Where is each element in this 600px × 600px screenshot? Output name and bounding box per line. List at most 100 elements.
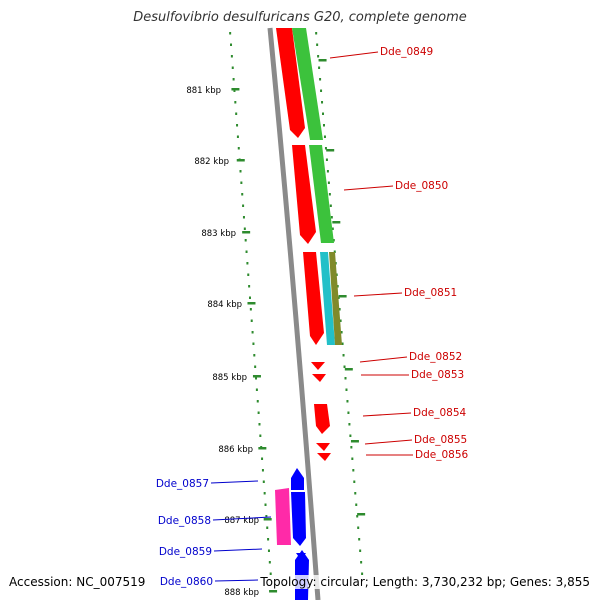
minor-tick-inner	[230, 43, 233, 46]
gene-dde-0857-glyph	[291, 468, 304, 490]
genome-backbone	[267, 27, 321, 600]
scale-label: 882 kbp	[194, 157, 229, 167]
major-tick-inner	[242, 231, 251, 234]
minor-tick-inner	[248, 285, 251, 288]
gene-dde-0859-glyph	[291, 492, 306, 546]
gene-label: Dde_0853	[411, 369, 464, 381]
minor-tick-outer	[316, 43, 319, 46]
minor-tick-outer	[339, 319, 342, 322]
minor-tick-outer	[344, 377, 347, 380]
minor-tick-outer	[322, 124, 325, 127]
minor-tick-inner	[269, 572, 272, 575]
minor-tick-outer	[322, 112, 325, 115]
gene-label: Dde_0856	[415, 449, 469, 461]
minor-tick-inner	[255, 377, 258, 380]
minor-tick-outer	[357, 526, 360, 529]
scale-label: 884 kbp	[207, 300, 242, 310]
gene-label: Dde_0859	[159, 546, 212, 558]
minor-tick-outer	[338, 308, 341, 311]
gene-label-leader	[214, 579, 259, 582]
gene-dde-0856-glyph	[317, 453, 331, 461]
minor-tick-inner	[235, 112, 238, 115]
gene-label: Dde_0851	[404, 287, 457, 299]
minor-tick-inner	[265, 515, 268, 518]
gene-dde-0852-glyph	[311, 362, 325, 370]
scale-label: 881 kbp	[186, 86, 221, 96]
minor-tick-inner	[258, 423, 261, 426]
gene-label-leader	[210, 480, 259, 484]
minor-tick-inner	[243, 227, 246, 230]
scale-label: 886 kbp	[218, 445, 253, 455]
minor-tick-inner	[250, 319, 253, 322]
minor-tick-outer	[356, 515, 359, 518]
major-tick-outer	[357, 513, 366, 516]
minor-tick-inner	[247, 273, 250, 276]
major-tick-outer	[318, 59, 327, 62]
gene-green-track-glyph	[292, 28, 323, 140]
gene-label-leader	[329, 51, 379, 59]
scale-label-layer: 881 kbp 882 kbp 883 kbp 884 kbp 885 kbp 886 k…	[186, 86, 259, 598]
scale-label: 887 kbp	[224, 516, 259, 526]
minor-tick-inner	[268, 561, 271, 564]
gene-dde-0858-glyph	[275, 488, 291, 545]
genome-summary-text: Topology: circular; Length: 3,730,232 bp…	[260, 575, 590, 589]
minor-tick-inner	[236, 135, 239, 138]
gene-green-track-glyph	[309, 145, 334, 243]
minor-tick-inner	[230, 55, 233, 58]
minor-tick-inner	[261, 457, 264, 460]
gene-label-leader	[343, 185, 394, 191]
minor-tick-inner	[234, 101, 237, 104]
major-tick-outer	[338, 295, 347, 298]
gene-label-leader	[359, 356, 408, 363]
major-tick-inner	[231, 88, 240, 91]
minor-tick-inner	[263, 492, 266, 495]
gene-label: Dde_0860	[160, 576, 213, 588]
minor-tick-inner	[244, 239, 247, 242]
tick-layer	[229, 32, 366, 593]
map-title: Desulfovibrio desulfuricans G20, complet…	[133, 10, 467, 25]
major-tick-inner	[252, 375, 261, 378]
minor-tick-inner	[251, 331, 254, 334]
minor-tick-outer	[346, 400, 349, 403]
minor-tick-outer	[321, 101, 324, 104]
gene-dde-0860-head-glyph	[296, 553, 306, 560]
minor-tick-outer	[326, 170, 329, 173]
minor-tick-inner	[252, 342, 255, 345]
scale-label: 888 kbp	[224, 588, 259, 598]
minor-tick-outer	[354, 492, 357, 495]
minor-tick-inner	[264, 503, 267, 506]
minor-tick-inner	[261, 469, 264, 472]
minor-tick-outer	[330, 216, 333, 219]
gene-label-leader	[364, 439, 413, 445]
major-tick-outer	[326, 149, 335, 152]
gene-olive-track-glyph	[329, 252, 342, 345]
major-tick-inner	[236, 159, 245, 162]
gene-dde-0849-glyph	[276, 28, 305, 138]
minor-tick-outer	[317, 55, 320, 58]
feature-layer	[275, 28, 342, 600]
minor-tick-inner	[240, 181, 243, 184]
minor-tick-outer	[319, 78, 322, 81]
minor-tick-outer	[324, 147, 327, 150]
gene-label: Dde_0857	[156, 478, 209, 490]
minor-tick-inner	[267, 538, 270, 541]
minor-tick-outer	[360, 561, 363, 564]
gene-label: Dde_0858	[158, 515, 211, 527]
minor-tick-outer	[342, 354, 345, 357]
minor-tick-outer	[343, 365, 346, 368]
minor-tick-outer	[328, 193, 331, 196]
minor-tick-outer	[325, 158, 328, 161]
minor-tick-inner	[253, 354, 256, 357]
gene-label-leader	[212, 516, 272, 521]
minor-tick-outer	[340, 331, 343, 334]
minor-tick-inner	[257, 411, 260, 414]
minor-tick-outer	[327, 181, 330, 184]
minor-tick-outer	[349, 434, 352, 437]
minor-tick-outer	[358, 538, 361, 541]
minor-tick-inner	[254, 365, 257, 368]
gene-dde-0850-glyph	[292, 145, 316, 244]
gene-dde-0855-glyph	[316, 443, 330, 451]
minor-tick-outer	[345, 388, 348, 391]
minor-tick-inner	[266, 526, 269, 529]
gene-label: Dde_0854	[413, 407, 467, 419]
